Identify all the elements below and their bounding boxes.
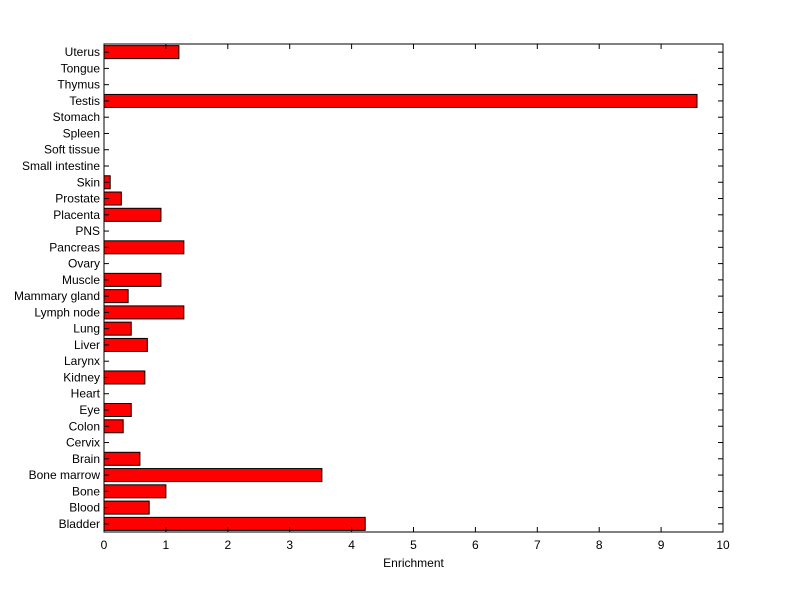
y-tick-label: Muscle <box>62 273 100 287</box>
x-tick-label: 1 <box>163 538 170 552</box>
bar-muscle <box>103 272 162 287</box>
x-tick-label: 4 <box>348 538 355 552</box>
y-tick-label: Placenta <box>53 208 100 222</box>
y-tick-label: Cervix <box>66 436 100 450</box>
bar-bladder <box>103 516 366 531</box>
x-tick-label: 0 <box>101 538 108 552</box>
bar-blood <box>103 500 150 515</box>
x-tick-label: 5 <box>410 538 417 552</box>
labels-group: Bladder Blood Bone Bone marrow Brain Cervix Co… <box>14 45 730 552</box>
y-tick-label: Tongue <box>61 61 101 75</box>
x-tick-label: 2 <box>224 538 231 552</box>
y-tick-label: Spleen <box>63 126 100 140</box>
bar-kidney <box>103 370 146 385</box>
bar-bone-marrow <box>103 468 323 483</box>
x-tick-label: 8 <box>596 538 603 552</box>
y-tick-label: Stomach <box>53 110 100 124</box>
y-tick-label: Testis <box>69 94 100 108</box>
bar-liver <box>103 337 148 352</box>
x-tick-label: 6 <box>472 538 479 552</box>
x-tick-label: 7 <box>534 538 541 552</box>
bar-bone <box>103 484 167 499</box>
y-tick-label: Brain <box>72 452 100 466</box>
y-tick-label: Bladder <box>59 517 100 531</box>
y-tick-label: Larynx <box>64 354 100 368</box>
y-tick-label: PNS <box>75 224 100 238</box>
y-tick-label: Pancreas <box>49 240 100 254</box>
bar-pancreas <box>103 240 185 255</box>
bars-group <box>103 45 698 531</box>
x-tick-label: 9 <box>658 538 665 552</box>
bar-lymph-node <box>103 305 185 320</box>
bar-uterus <box>103 45 180 60</box>
y-tick-label: Uterus <box>65 45 100 59</box>
y-tick-label: Ovary <box>68 257 100 271</box>
y-tick-label: Small intestine <box>22 159 100 173</box>
y-tick-label: Thymus <box>57 78 100 92</box>
bar-testis <box>103 93 698 108</box>
y-tick-label: Bone marrow <box>29 468 101 482</box>
plot-frame <box>103 43 724 533</box>
y-tick-label: Prostate <box>55 192 100 206</box>
y-tick-label: Heart <box>71 387 101 401</box>
y-tick-label: Skin <box>77 175 100 189</box>
y-tick-label: Bone <box>72 484 100 498</box>
x-axis-title: Enrichment <box>383 556 444 570</box>
bar-placenta <box>103 207 162 222</box>
y-tick-label: Soft tissue <box>44 143 100 157</box>
y-tick-label: Lung <box>73 322 100 336</box>
y-tick-label: Mammary gland <box>14 289 100 303</box>
x-tick-label: 3 <box>286 538 293 552</box>
y-tick-label: Kidney <box>63 370 100 384</box>
y-tick-label: Lymph node <box>34 305 100 319</box>
y-tick-label: Blood <box>69 501 100 515</box>
y-tick-label: Eye <box>79 403 100 417</box>
bar-brain <box>103 451 141 466</box>
ticks-group <box>103 44 724 532</box>
y-tick-label: Colon <box>69 419 100 433</box>
y-tick-label: Liver <box>74 338 100 352</box>
x-tick-label: 10 <box>716 538 730 552</box>
